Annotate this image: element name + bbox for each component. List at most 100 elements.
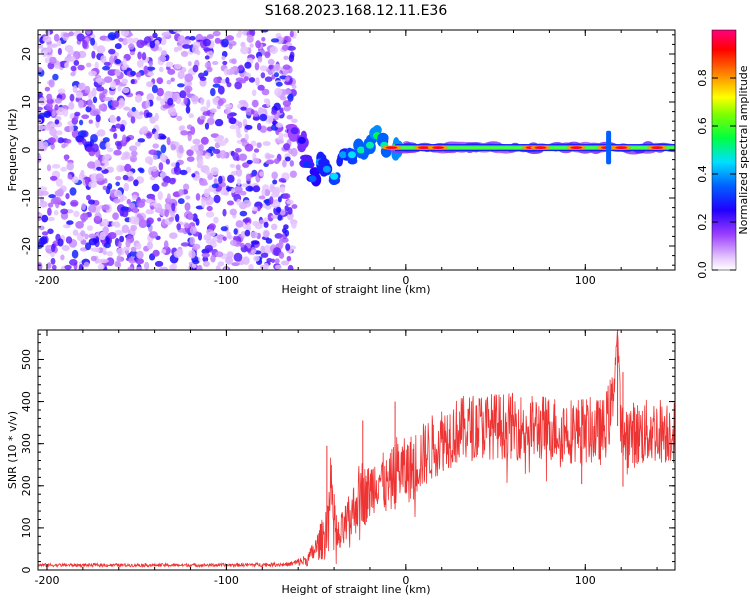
- noise-blob: [248, 263, 254, 270]
- noise-blob: [38, 262, 43, 270]
- noise-blob: [145, 112, 153, 118]
- noise-blob: [66, 220, 74, 225]
- noise-blob: [204, 244, 213, 252]
- noise-blob: [272, 188, 280, 196]
- noise-blob: [235, 168, 243, 177]
- noise-blob: [159, 266, 168, 270]
- noise-blob: [257, 56, 263, 63]
- noise-blob: [121, 64, 128, 71]
- noise-blob: [108, 48, 116, 55]
- noise-blob: [128, 202, 136, 209]
- noise-blob: [54, 97, 62, 104]
- noise-blob: [154, 112, 159, 122]
- noise-blob: [124, 163, 132, 172]
- noise-blob: [227, 200, 234, 206]
- noise-blob: [215, 251, 224, 258]
- noise-blob: [264, 51, 271, 59]
- snr-y-axis-label: SNR (10 * v/v): [6, 411, 19, 489]
- noise-blob: [70, 65, 77, 72]
- noise-blob: [135, 242, 142, 250]
- noise-blob: [192, 64, 199, 73]
- noise-blob: [161, 50, 167, 57]
- noise-blob: [60, 254, 65, 261]
- noise-blob: [99, 258, 109, 264]
- noise-blob: [85, 146, 94, 153]
- noise-blob: [91, 50, 96, 59]
- y-tick-label: 500: [20, 349, 33, 370]
- noise-blob: [192, 138, 201, 145]
- noise-blob: [69, 187, 77, 196]
- noise-blob: [250, 240, 260, 245]
- noise-blob: [220, 226, 228, 232]
- noise-blob: [274, 258, 280, 264]
- noise-blob: [226, 231, 232, 239]
- noise-blob: [163, 176, 171, 184]
- noise-blob: [187, 213, 194, 220]
- noise-blob: [123, 106, 130, 111]
- noise-blob: [204, 152, 211, 160]
- noise-blob: [234, 81, 243, 90]
- noise-blob: [44, 86, 51, 92]
- noise-blob: [118, 37, 124, 42]
- noise-blob: [116, 116, 121, 122]
- noise-blob: [252, 206, 258, 212]
- y-tick-label: 20: [20, 47, 33, 61]
- noise-blob: [54, 119, 60, 125]
- noise-blob: [40, 236, 48, 245]
- noise-blob: [126, 37, 135, 44]
- noise-blob: [276, 36, 284, 45]
- colorbar-tick-label: 0.8: [696, 69, 709, 87]
- noise-blob: [38, 140, 45, 149]
- noise-blob: [284, 80, 293, 86]
- noise-blob: [47, 202, 54, 208]
- noise-blob: [266, 154, 275, 159]
- noise-blob: [272, 179, 278, 185]
- noise-blob: [202, 38, 211, 47]
- noise-blob: [62, 224, 71, 229]
- colorbar-label: Normalized spectral amplitude: [737, 65, 750, 234]
- noise-blob: [146, 217, 154, 225]
- noise-blob: [195, 218, 200, 226]
- noise-blob: [57, 238, 64, 247]
- noise-blob: [244, 124, 253, 130]
- noise-blob: [172, 94, 178, 102]
- noise-blob: [210, 88, 216, 97]
- noise-blob: [106, 257, 115, 266]
- noise-blob: [75, 91, 84, 99]
- noise-blob: [169, 264, 176, 270]
- noise-blob: [267, 58, 275, 66]
- noise-blob: [84, 233, 89, 240]
- noise-blob: [244, 229, 251, 237]
- noise-blob: [185, 195, 191, 200]
- noise-blob: [190, 95, 199, 102]
- noise-blob: [185, 105, 191, 114]
- transition-point: [297, 136, 306, 144]
- noise-blob: [207, 117, 215, 125]
- noise-blob: [109, 55, 114, 65]
- noise-blob: [178, 189, 185, 196]
- noise-blob: [145, 209, 152, 215]
- noise-blob: [90, 134, 98, 143]
- noise-blob: [157, 55, 167, 62]
- noise-blob: [43, 124, 53, 131]
- noise-blob: [229, 163, 236, 168]
- noise-blob: [49, 127, 57, 137]
- noise-blob: [271, 109, 277, 115]
- noise-blob: [68, 101, 75, 110]
- noise-blob: [64, 45, 74, 52]
- noise-blob: [264, 76, 273, 82]
- noise-blob: [139, 127, 148, 134]
- noise-blob: [264, 189, 271, 197]
- noise-blob: [110, 80, 117, 90]
- noise-blob: [222, 208, 227, 217]
- noise-blob: [279, 107, 284, 114]
- noise-blob: [125, 240, 131, 248]
- noise-blob: [40, 47, 49, 55]
- noise-blob: [151, 165, 158, 172]
- noise-blob: [102, 65, 111, 71]
- noise-blob: [145, 100, 150, 109]
- noise-blob: [173, 46, 179, 53]
- noise-blob: [107, 32, 117, 41]
- noise-blob: [103, 178, 108, 184]
- noise-blob: [289, 160, 294, 167]
